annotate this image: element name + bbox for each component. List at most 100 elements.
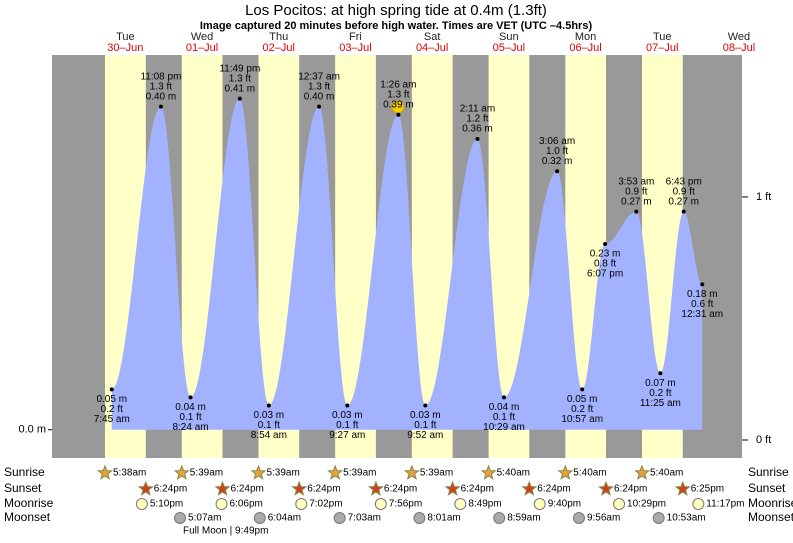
tide-label: 9:27 am	[329, 430, 365, 441]
moonset-icon	[174, 512, 187, 524]
sunset-icon	[137, 480, 154, 496]
moonrise-icon	[613, 498, 626, 510]
sunset-time: 6:24pm	[614, 484, 647, 495]
sunrise-icon	[173, 464, 190, 480]
sunset-icon	[444, 480, 461, 496]
tide-label: 11:25 am	[640, 398, 681, 409]
sunrise-time: 5:39am	[190, 468, 223, 479]
day-label: Sun	[499, 31, 519, 43]
tide-label: 0.23 m	[590, 249, 621, 260]
tide-point	[109, 387, 114, 392]
tide-label: 1.3 ft	[387, 89, 409, 100]
tide-label: 0.1 ft	[336, 420, 358, 431]
date-label: 30–Jun	[107, 42, 143, 54]
moonrise-icon	[295, 498, 308, 510]
tide-label: 0.9 ft	[625, 186, 647, 197]
sunrise-icon	[403, 464, 420, 480]
date-label: 04–Jul	[416, 42, 448, 54]
tide-label: 1.0 ft	[546, 146, 568, 157]
moonrise-time: 7:02pm	[309, 499, 342, 510]
moonrise-time: 9:40pm	[548, 499, 581, 510]
tide-label: 0.03 m	[410, 410, 441, 421]
tide-area	[111, 98, 703, 430]
tide-label: 0.1 ft	[414, 420, 436, 431]
sunset-time: 6:24pm	[461, 484, 494, 495]
date-label: 01–Jul	[186, 42, 218, 54]
y2-tick-label: 0 ft	[756, 434, 771, 446]
tide-point	[475, 136, 480, 141]
moonset-time: 5:07am	[188, 513, 221, 524]
tide-label: 0.1 ft	[258, 420, 280, 431]
sunrise-icon	[96, 464, 114, 480]
tide-label: 1.3 ft	[308, 81, 330, 92]
tide-point	[317, 104, 322, 109]
row-label: Sunrise	[748, 465, 789, 479]
tide-point	[266, 403, 271, 408]
moonset-time: 10:53am	[667, 513, 706, 524]
tide-point	[658, 371, 663, 376]
tide-point	[188, 395, 193, 400]
moonrise-icon	[454, 498, 467, 510]
moonset-icon	[652, 512, 665, 524]
moonrise-time: 11:17pm	[706, 499, 744, 510]
tide-point	[634, 209, 639, 214]
moonset-time: 8:01am	[427, 513, 460, 524]
moonset-icon	[333, 512, 346, 524]
tide-label: 2:11 am	[460, 104, 495, 115]
tide-label: 0.05 m	[96, 394, 127, 405]
tide-label: 10:57 am	[561, 414, 603, 425]
tide-label: 0.41 m	[225, 83, 256, 94]
tide-label: 0.04 m	[175, 402, 206, 413]
day-label: Tue	[653, 31, 672, 43]
tide-label: 0.2 ft	[649, 388, 671, 399]
y-tick-label: 0.0 m	[18, 424, 46, 436]
chart-subtitle: Image captured 20 minutes before high wa…	[200, 20, 593, 32]
sunset-icon	[291, 480, 308, 496]
sunrise-icon	[634, 464, 651, 480]
moonrise-icon	[215, 498, 228, 510]
date-label: 08–Jul	[723, 42, 755, 54]
tide-label: 0.32 m	[542, 156, 573, 167]
sunrise-icon	[480, 464, 497, 480]
date-label: 05–Jul	[493, 42, 525, 54]
sunrise-time: 5:39am	[420, 468, 453, 479]
tide-point	[580, 387, 585, 392]
sunrise-icon	[250, 464, 267, 480]
tide-label: 11:08 pm	[140, 71, 181, 82]
sunrise-time: 5:39am	[266, 468, 299, 479]
day-label: Wed	[191, 31, 213, 43]
tide-label: 0.40 m	[304, 91, 335, 102]
tide-label: 6:07 pm	[587, 269, 623, 280]
y2-tick-label: 1 ft	[756, 191, 771, 203]
tide-label: 0.39 m	[383, 99, 414, 110]
tide-label: 0.8 ft	[594, 259, 616, 270]
tide-label: 8:54 am	[251, 430, 287, 441]
tide-point	[237, 96, 242, 101]
day-label: Tue	[116, 31, 135, 43]
moonrise-time: 5:10pm	[150, 499, 183, 510]
tide-point	[396, 112, 401, 117]
tide-label: 0.1 ft	[179, 412, 201, 423]
tide-point	[502, 395, 507, 400]
tide-label: 1.3 ft	[229, 73, 251, 84]
row-label: Sunset	[4, 481, 42, 495]
day-label: Sat	[424, 31, 441, 43]
tide-point	[345, 403, 350, 408]
tide-label: 0.2 ft	[571, 404, 593, 415]
tide-point	[423, 403, 428, 408]
row-label: Moonrise	[4, 496, 54, 510]
moonrise-icon	[374, 498, 387, 510]
tide-label: 0.03 m	[332, 410, 363, 421]
tide-point	[681, 209, 686, 214]
sunrise-time: 5:40am	[497, 468, 530, 479]
tide-label: 0.27 m	[668, 196, 699, 207]
tide-point	[603, 241, 608, 246]
moonset-time: 7:03am	[348, 513, 381, 524]
moonrise-time: 10:29pm	[627, 499, 666, 510]
tide-label: 12:37 am	[298, 71, 340, 82]
tide-label: 3:06 am	[539, 136, 575, 147]
tide-label: 11:49 pm	[219, 63, 260, 74]
tide-label: 7:45 am	[94, 414, 130, 425]
sunrise-time: 5:38am	[113, 468, 146, 479]
